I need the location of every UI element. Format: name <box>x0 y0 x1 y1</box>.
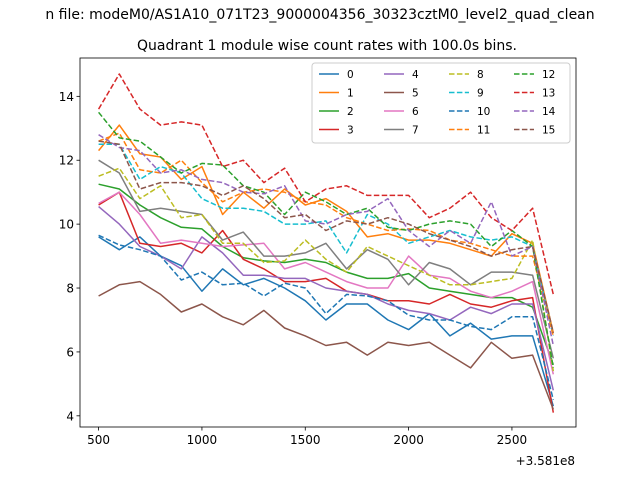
legend-label-10: 10 <box>477 106 490 118</box>
y-tick-label: 10 <box>59 218 74 232</box>
legend-label-15: 15 <box>542 125 555 137</box>
legend-label-7: 7 <box>412 125 419 137</box>
y-tick-label: 8 <box>66 282 74 296</box>
series-line-5 <box>98 280 555 410</box>
legend-label-6: 6 <box>412 106 419 118</box>
legend-label-2: 2 <box>347 106 354 118</box>
legend-box <box>311 62 571 144</box>
legend-label-3: 3 <box>347 125 354 137</box>
axes-frame <box>79 57 577 428</box>
y-tick-label: 14 <box>59 90 74 104</box>
legend-label-12: 12 <box>542 69 555 81</box>
series-layer <box>97 73 555 413</box>
series-line-8 <box>98 167 555 372</box>
series-line-15 <box>98 140 555 333</box>
series-line-11 <box>98 132 555 337</box>
legend-label-1: 1 <box>347 88 354 100</box>
legend-label-11: 11 <box>477 125 490 137</box>
series-line-2 <box>98 183 555 365</box>
legend-label-14: 14 <box>542 106 556 118</box>
series-line-7 <box>98 159 555 359</box>
x-tick-label: 2500 <box>497 433 528 447</box>
figure-suptitle: n file: modeM0/AS1A10_071T23_9000004356_… <box>45 7 594 23</box>
series-line-1 <box>98 124 555 333</box>
legend-label-0: 0 <box>347 69 354 81</box>
x-tick-label: 500 <box>87 433 110 447</box>
x-tick-label: 2000 <box>393 433 424 447</box>
y-tick-label: 6 <box>66 345 74 359</box>
series-line-14 <box>98 134 555 346</box>
legend-label-8: 8 <box>477 69 484 81</box>
series-line-12 <box>98 111 555 369</box>
series-line-4 <box>98 206 555 391</box>
x-tick-label: 1000 <box>187 433 218 447</box>
legend-label-4: 4 <box>412 69 419 81</box>
x-tick-label: 1500 <box>290 433 321 447</box>
series-line-3 <box>98 191 555 413</box>
legend-label-5: 5 <box>412 88 419 100</box>
series-line-13 <box>97 73 555 295</box>
legend-label-9: 9 <box>477 88 484 100</box>
y-tick-label: 12 <box>59 154 74 168</box>
legend-label-13: 13 <box>542 88 555 100</box>
y-tick-label: 4 <box>66 409 74 423</box>
chart-title: Quadrant 1 module wise count rates with … <box>137 38 517 54</box>
series-line-6 <box>98 191 555 375</box>
x-axis-offset-label: +3.581e8 <box>516 454 575 468</box>
series-line-0 <box>98 236 555 407</box>
